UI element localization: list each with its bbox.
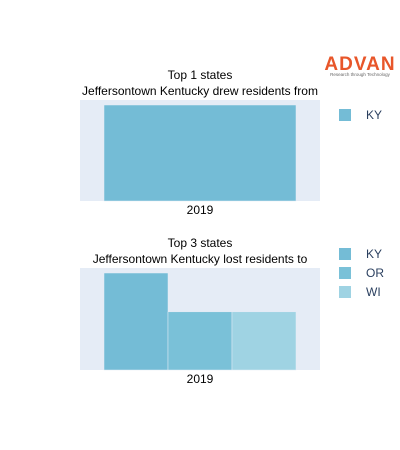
- bar-wi: [231, 311, 297, 371]
- legend-label: KY: [366, 108, 382, 122]
- legend-swatch: [339, 109, 351, 121]
- legend-label: KY: [366, 247, 382, 261]
- legend-swatch: [339, 267, 351, 279]
- bar-ky: [103, 104, 297, 202]
- chart-title-line2: Jeffersontown Kentucky lost residents to: [93, 252, 308, 266]
- legend-swatch: [339, 248, 351, 260]
- brand-name: ADVAN: [324, 54, 395, 75]
- legend-swatch: [339, 286, 351, 298]
- legend-label: WI: [366, 285, 381, 299]
- chart-title-line1: Top 1 states: [168, 68, 233, 82]
- legend: KY: [339, 108, 382, 122]
- chart-top-destinations: Top 3 states Jeffersontown Kentucky lost…: [80, 236, 384, 386]
- bar-ky: [103, 272, 169, 371]
- chart-title-line1: Top 3 states: [168, 236, 233, 250]
- legend: KY OR WI: [339, 247, 384, 299]
- legend-label: OR: [366, 266, 384, 280]
- brand-tagline: Research through Technology: [330, 72, 390, 77]
- chart-title-line2: Jeffersontown Kentucky drew residents fr…: [82, 84, 318, 98]
- bar-or: [167, 311, 233, 371]
- advan-logo: ADVAN Research through Technology: [324, 54, 395, 77]
- x-tick-label: 2019: [187, 372, 214, 386]
- chart-top-origins: Top 1 states Jeffersontown Kentucky drew…: [80, 68, 382, 217]
- x-tick-label: 2019: [187, 203, 214, 217]
